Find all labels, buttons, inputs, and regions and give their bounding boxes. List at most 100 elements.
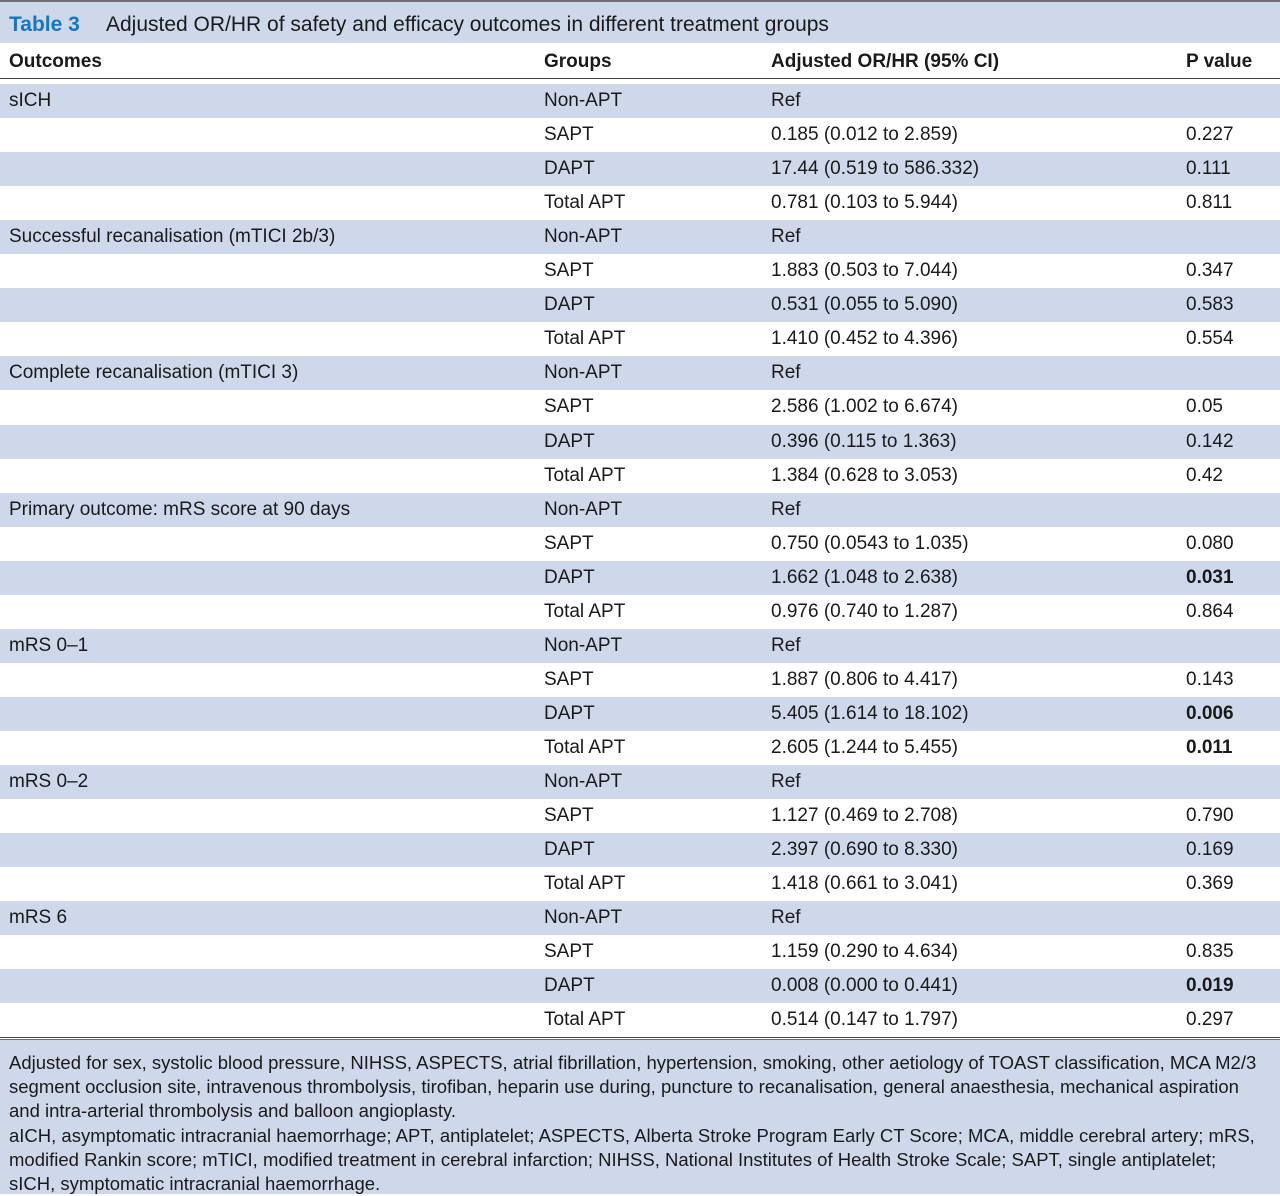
cell-group: DAPT: [544, 839, 595, 861]
cell-group: Non-APT: [544, 907, 623, 929]
table-row: Total APT 2.605 (1.244 to 5.455) 0.011: [0, 731, 1280, 765]
cell-adjusted-or-hr: Ref: [771, 771, 801, 792]
cell-adjusted-or-hr: 17.44 (0.519 to 586.332): [771, 158, 980, 180]
header-adjusted-or-hr: Adjusted OR/HR (95% CI): [771, 51, 1000, 72]
cell-p-value: 0.835: [1186, 941, 1234, 963]
table-row: mRS 0–1 Non-APT Ref: [0, 628, 1280, 663]
table-row: mRS 6 Non-APT Ref: [0, 901, 1280, 936]
cell-p-value: 0.369: [1186, 873, 1234, 895]
cell-group: Non-APT: [544, 226, 623, 248]
cell-adjusted-or-hr: 1.159 (0.290 to 4.634): [771, 941, 958, 963]
table-row: DAPT 17.44 (0.519 to 586.332) 0.111: [0, 152, 1280, 187]
cell-group: Non-APT: [544, 90, 623, 111]
table-row: Total APT 0.976 (0.740 to 1.287) 0.864: [0, 595, 1280, 629]
table-row: Total APT 1.410 (0.452 to 4.396) 0.554: [0, 322, 1280, 356]
cell-group: SAPT: [544, 532, 594, 554]
cell-outcome: mRS 0–2: [9, 771, 89, 792]
table-row: Complete recanalisation (mTICI 3) Non-APT…: [0, 356, 1280, 391]
cell-adjusted-or-hr: 2.397 (0.690 to 8.330): [771, 839, 958, 861]
cell-outcome: Successful recanalisation (mTICI 2b/3): [9, 226, 336, 248]
table-row: DAPT 2.397 (0.690 to 8.330) 0.169: [0, 833, 1280, 868]
cell-adjusted-or-hr: 0.008 (0.000 to 0.441): [771, 975, 958, 997]
table-row: SAPT 0.185 (0.012 to 2.859) 0.227: [0, 118, 1280, 152]
cell-group: Total APT: [544, 1009, 626, 1031]
cell-p-value: 0.031: [1186, 566, 1234, 588]
header-p-value: P value: [1186, 51, 1253, 72]
cell-adjusted-or-hr: Ref: [771, 226, 801, 248]
cell-group: Non-APT: [544, 771, 623, 792]
cell-p-value: 0.169: [1186, 839, 1234, 861]
cell-p-value: 0.864: [1186, 600, 1234, 622]
cell-adjusted-or-hr: 2.605 (1.244 to 5.455): [771, 736, 958, 758]
table-row: Total APT 1.418 (0.661 to 3.041) 0.369: [0, 867, 1280, 901]
table-row: SAPT 2.586 (1.002 to 6.674) 0.05: [0, 390, 1280, 424]
cell-adjusted-or-hr: 1.410 (0.452 to 4.396): [771, 328, 958, 350]
table-row: Primary outcome: mRS score at 90 days Non…: [0, 492, 1280, 527]
cell-p-value: 0.790: [1186, 805, 1234, 827]
cell-group: Total APT: [544, 736, 626, 758]
cell-adjusted-or-hr: 0.976 (0.740 to 1.287): [771, 600, 958, 622]
cell-adjusted-or-hr: 0.185 (0.012 to 2.859): [771, 124, 958, 146]
cell-group: DAPT: [544, 975, 595, 997]
cell-outcome: Complete recanalisation (mTICI 3): [9, 362, 299, 384]
cell-p-value: 0.297: [1186, 1009, 1234, 1031]
cell-adjusted-or-hr: 0.750 (0.0543 to 1.035): [771, 532, 969, 554]
table-row: DAPT 1.662 (1.048 to 2.638) 0.031: [0, 560, 1280, 595]
table-footnotes: Adjusted for sex, systolic blood pressur…: [0, 1039, 1280, 1194]
cell-group: Total APT: [544, 328, 626, 350]
cell-adjusted-or-hr: 1.662 (1.048 to 2.638): [771, 566, 958, 588]
table-row: DAPT 5.405 (1.614 to 18.102) 0.006: [0, 696, 1280, 731]
cell-group: SAPT: [544, 805, 594, 827]
table-row: Total APT 1.384 (0.628 to 3.053) 0.42: [0, 459, 1280, 493]
cell-adjusted-or-hr: Ref: [771, 907, 801, 929]
cell-p-value: 0.080: [1186, 532, 1234, 554]
cell-p-value: 0.142: [1186, 430, 1234, 452]
cell-adjusted-or-hr: Ref: [771, 362, 801, 384]
cell-adjusted-or-hr: 0.781 (0.103 to 5.944): [771, 192, 958, 214]
cell-p-value: 0.583: [1186, 294, 1234, 316]
cell-group: DAPT: [544, 566, 595, 588]
cell-adjusted-or-hr: Ref: [771, 498, 801, 520]
table-label: Table 3: [9, 13, 80, 36]
cell-p-value: 0.554: [1186, 328, 1234, 350]
cell-p-value: 0.811: [1186, 192, 1233, 214]
cell-group: DAPT: [544, 430, 595, 452]
cell-adjusted-or-hr: 0.514 (0.147 to 1.797): [771, 1009, 958, 1031]
table-row: SAPT 1.127 (0.469 to 2.708) 0.790: [0, 799, 1280, 833]
cell-group: Total APT: [544, 873, 626, 895]
table-row: SAPT 1.883 (0.503 to 7.044) 0.347: [0, 254, 1280, 288]
cell-adjusted-or-hr: 1.384 (0.628 to 3.053): [771, 464, 958, 486]
table-row: Successful recanalisation (mTICI 2b/3) No…: [0, 220, 1280, 255]
cell-adjusted-or-hr: 1.887 (0.806 to 4.417): [771, 668, 958, 690]
cell-p-value: 0.05: [1186, 396, 1223, 418]
cell-group: SAPT: [544, 941, 594, 963]
table-title: Adjusted OR/HR of safety and efficacy ou…: [106, 13, 829, 36]
cell-p-value: 0.347: [1186, 260, 1234, 282]
cell-group: Non-APT: [544, 498, 623, 520]
table-bottom-rule: [0, 1037, 1280, 1038]
table-row: SAPT 0.750 (0.0543 to 1.035) 0.080: [0, 527, 1280, 561]
table-row: SAPT 1.159 (0.290 to 4.634) 0.835: [0, 935, 1280, 969]
table-row: DAPT 0.396 (0.115 to 1.363) 0.142: [0, 424, 1280, 459]
cell-outcome: mRS 0–1: [9, 634, 89, 656]
table-row: SAPT 1.887 (0.806 to 4.417) 0.143: [0, 663, 1280, 697]
cell-adjusted-or-hr: 1.127 (0.469 to 2.708): [771, 805, 958, 827]
cell-p-value: 0.227: [1186, 124, 1234, 146]
cell-outcome: mRS 6: [9, 907, 68, 929]
cell-adjusted-or-hr: 0.531 (0.055 to 5.090): [771, 294, 958, 316]
table-caption: Table 3 Adjusted OR/HR of safety and eff…: [0, 0, 1280, 43]
table-row: DAPT 0.008 (0.000 to 0.441) 0.019: [0, 969, 1280, 1004]
cell-adjusted-or-hr: Ref: [771, 634, 801, 656]
cell-p-value: 0.111: [1186, 158, 1231, 180]
cell-p-value: 0.011: [1186, 736, 1233, 758]
cell-group: Non-APT: [544, 362, 623, 384]
table-row: mRS 0–2 Non-APT Ref: [0, 765, 1280, 799]
footnote-abbreviations: aICH, asymptomatic intracranial haemorrh…: [9, 1125, 1255, 1194]
cell-adjusted-or-hr: 0.396 (0.115 to 1.363): [771, 430, 957, 452]
cell-group: SAPT: [544, 668, 594, 690]
header-groups: Groups: [544, 51, 612, 72]
cell-adjusted-or-hr: 1.883 (0.503 to 7.044): [771, 260, 958, 282]
table-row: DAPT 0.531 (0.055 to 5.090) 0.583: [0, 288, 1280, 323]
cell-group: SAPT: [544, 260, 594, 282]
cell-adjusted-or-hr: Ref: [771, 90, 801, 111]
